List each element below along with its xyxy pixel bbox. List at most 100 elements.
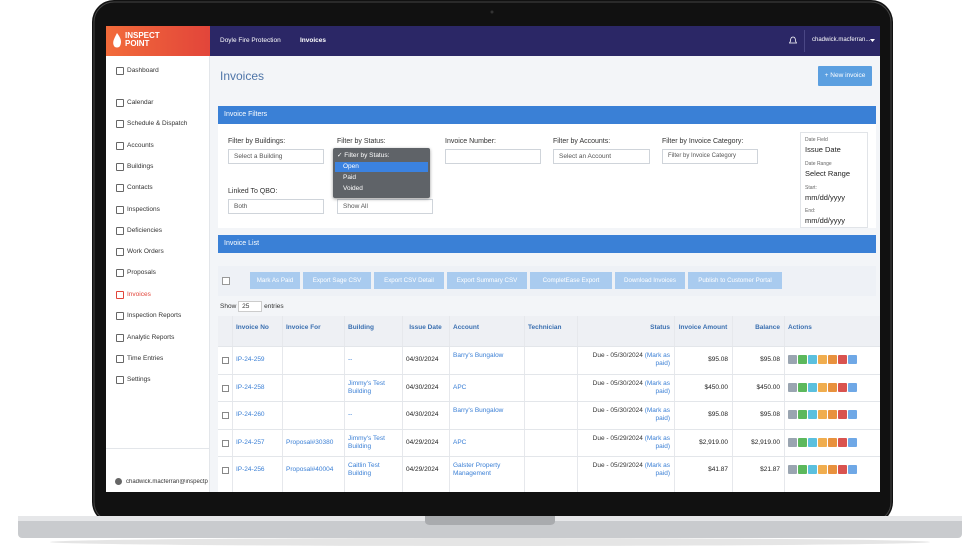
mark-paid-link[interactable]: (Mark as paid)	[644, 379, 670, 395]
dropdown-option[interactable]: Open	[335, 162, 428, 172]
select[interactable]: Select a Building	[228, 149, 324, 164]
action-button[interactable]	[788, 355, 797, 364]
account-cell[interactable]: Barry's Bungalow	[453, 352, 504, 359]
action-button[interactable]	[838, 382, 847, 392]
action-button[interactable]	[848, 465, 857, 474]
page-size-select[interactable]: 25	[238, 301, 263, 312]
action-button[interactable]	[818, 382, 827, 392]
date-input[interactable]: mm/dd/yyyy	[805, 193, 846, 202]
status-dropdown[interactable]: ✓ Filter by Status: Open Paid Voided	[333, 148, 430, 198]
sidebar-item[interactable]: Invoices	[127, 291, 151, 298]
building-cell[interactable]: --	[348, 411, 353, 418]
building-cell[interactable]: Jimmy's Test Building	[348, 379, 385, 395]
action-button[interactable]	[838, 465, 847, 474]
no-cell[interactable]: IP-24-258	[236, 383, 265, 391]
sidebar-item[interactable]: Time Entries	[127, 355, 164, 362]
action-button[interactable]	[798, 465, 807, 474]
action-button[interactable]	[788, 382, 797, 392]
user-menu[interactable]: chadwick.macferran...	[812, 37, 871, 43]
sidebar-item[interactable]: Calendar	[127, 99, 154, 106]
dropdown-option[interactable]: ✓ Filter by Status:	[337, 152, 390, 159]
toolbar-button[interactable]: CompletEase Export	[530, 272, 612, 289]
toolbar-button[interactable]: Export Sage CSV	[303, 272, 371, 289]
sidebar-item[interactable]: Dashboard	[127, 67, 159, 74]
action-button[interactable]	[808, 355, 817, 364]
sidebar-item[interactable]: Work Orders	[127, 248, 164, 255]
no-cell[interactable]: IP-24-256	[236, 466, 265, 473]
action-button[interactable]	[838, 437, 847, 447]
select[interactable]: Select Range	[805, 169, 851, 178]
sidebar-item[interactable]: Deficiencies	[127, 227, 163, 234]
date-input[interactable]: mm/dd/yyyy	[805, 216, 846, 225]
action-button[interactable]	[848, 410, 857, 419]
toolbar-button[interactable]: Download Invoices	[615, 272, 685, 289]
company[interactable]: Doyle Fire Protection	[220, 37, 281, 44]
row-checkbox[interactable]	[222, 439, 229, 447]
action-button[interactable]	[808, 382, 817, 392]
toolbar-button[interactable]: Export Summary CSV	[447, 272, 527, 289]
mark-paid-link[interactable]: (Mark as paid)	[644, 462, 670, 477]
toolbar-button[interactable]: Publish to Customer Portal	[688, 272, 782, 289]
action-button[interactable]	[788, 465, 797, 474]
action-button[interactable]	[848, 382, 857, 392]
action-button[interactable]	[798, 382, 807, 392]
text-input[interactable]	[445, 149, 541, 164]
action-button[interactable]	[838, 355, 847, 364]
action-button[interactable]	[788, 410, 797, 419]
action-button[interactable]	[818, 410, 827, 419]
building-cell[interactable]: Caitlin Test Building	[348, 462, 380, 477]
select[interactable]: Both	[228, 199, 324, 214]
sidebar-item[interactable]: Proposals	[127, 269, 156, 276]
sidebar-item[interactable]: Settings	[127, 376, 151, 383]
building-cell[interactable]: --	[348, 356, 353, 363]
select[interactable]: Show All	[337, 199, 433, 214]
mark-paid-link[interactable]: (Mark as paid)	[644, 434, 670, 450]
mark-paid-link[interactable]: (Mark as paid)	[644, 407, 670, 422]
account-cell[interactable]: Galster Property Management	[453, 462, 501, 477]
toolbar-button[interactable]: Export CSV Detail	[374, 272, 444, 289]
action-button[interactable]	[808, 410, 817, 419]
action-button[interactable]	[818, 437, 827, 447]
account-cell[interactable]: Barry's Bungalow	[453, 407, 504, 414]
building-cell[interactable]: Jimmy's Test Building	[348, 434, 385, 450]
action-button[interactable]	[788, 437, 797, 447]
action-button[interactable]	[808, 437, 817, 447]
dropdown-option[interactable]: Voided	[343, 185, 363, 192]
action-button[interactable]	[798, 410, 807, 419]
no-cell[interactable]: IP-24-259	[236, 356, 265, 363]
row-checkbox[interactable]	[222, 357, 229, 364]
action-button[interactable]	[828, 437, 837, 447]
row-checkbox[interactable]	[222, 467, 229, 474]
action-button[interactable]	[828, 410, 837, 419]
action-button[interactable]	[828, 382, 837, 392]
select[interactable]: Issue Date	[805, 145, 841, 154]
dropdown-option[interactable]: Paid	[343, 174, 357, 181]
for-cell[interactable]: Proposal#30380	[286, 438, 334, 446]
for-cell[interactable]: Proposal#40004	[286, 466, 334, 473]
sidebar-item[interactable]: Inspections	[127, 206, 160, 213]
action-button[interactable]	[808, 465, 817, 474]
sidebar-item[interactable]: Inspection Reports	[127, 312, 182, 319]
mark-paid-link[interactable]: (Mark as paid)	[644, 352, 670, 367]
action-button[interactable]	[818, 465, 827, 474]
action-button[interactable]	[818, 355, 827, 364]
action-button[interactable]	[828, 465, 837, 474]
no-cell[interactable]: IP-24-257	[236, 438, 265, 446]
action-button[interactable]	[848, 355, 857, 364]
sidebar-item[interactable]: Schedule & Dispatch	[127, 120, 188, 127]
sidebar-item[interactable]: Accounts	[127, 142, 154, 149]
account-cell[interactable]: APC	[453, 438, 467, 446]
select[interactable]: Filter by Invoice Category	[662, 149, 758, 164]
account-cell[interactable]: APC	[453, 383, 467, 391]
new-invoice-button[interactable]: + New invoice	[818, 66, 872, 86]
select-all-checkbox[interactable]	[222, 277, 230, 285]
action-button[interactable]	[798, 355, 807, 364]
action-button[interactable]	[798, 437, 807, 447]
sidebar-item[interactable]: Analytic Reports	[127, 334, 175, 341]
action-button[interactable]	[838, 410, 847, 419]
no-cell[interactable]: IP-24-260	[236, 411, 265, 418]
action-button[interactable]	[848, 437, 857, 447]
sidebar-item[interactable]: Contacts	[127, 184, 153, 191]
select[interactable]: Select an Account	[553, 149, 650, 164]
toolbar-button[interactable]: Mark As Paid	[250, 272, 300, 289]
